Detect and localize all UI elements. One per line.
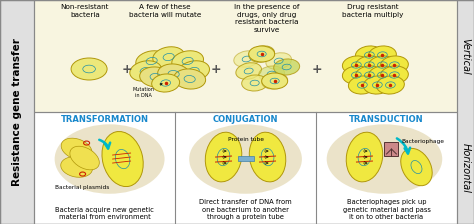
Ellipse shape [61, 138, 92, 160]
Ellipse shape [356, 56, 383, 74]
Ellipse shape [158, 64, 190, 84]
Ellipse shape [368, 46, 396, 64]
Ellipse shape [249, 132, 286, 182]
Ellipse shape [205, 132, 242, 182]
Ellipse shape [242, 75, 268, 91]
Text: +: + [122, 62, 132, 75]
Ellipse shape [172, 51, 203, 71]
Ellipse shape [249, 46, 274, 62]
Ellipse shape [381, 66, 408, 84]
Ellipse shape [401, 148, 432, 186]
Bar [0, 0, 34, 224]
Bar [34, 112, 457, 224]
Text: TRANSFORMATION: TRANSFORMATION [61, 115, 148, 124]
Ellipse shape [55, 124, 164, 194]
Text: Direct transfer of DNA from
one bacterium to another
through a protein tube: Direct transfer of DNA from one bacteriu… [199, 199, 292, 220]
Ellipse shape [153, 47, 184, 67]
Text: +: + [210, 62, 221, 75]
Ellipse shape [327, 124, 442, 194]
Ellipse shape [376, 76, 404, 94]
Ellipse shape [178, 61, 210, 81]
Bar [34, 0, 457, 112]
Ellipse shape [173, 69, 206, 89]
Ellipse shape [249, 46, 274, 62]
Ellipse shape [356, 66, 383, 84]
Ellipse shape [356, 46, 383, 64]
Ellipse shape [348, 76, 376, 94]
Bar [457, 0, 474, 224]
Ellipse shape [136, 51, 167, 71]
Ellipse shape [266, 53, 292, 69]
Text: Protein tube: Protein tube [228, 137, 264, 142]
Ellipse shape [262, 73, 288, 89]
Ellipse shape [61, 157, 92, 177]
Text: Mutation
in DNA: Mutation in DNA [133, 83, 162, 98]
Text: TRANSDUCTION: TRANSDUCTION [349, 115, 424, 124]
Ellipse shape [102, 131, 143, 187]
Ellipse shape [236, 63, 262, 79]
Ellipse shape [381, 56, 408, 74]
Text: Bacteria acquire new genetic
material from environment: Bacteria acquire new genetic material fr… [55, 207, 154, 220]
Text: A few of these
bacteria will mutate: A few of these bacteria will mutate [129, 4, 201, 17]
Ellipse shape [368, 66, 396, 84]
Text: CONJUGATION: CONJUGATION [213, 115, 278, 124]
Ellipse shape [140, 67, 172, 87]
Text: Non-resistant
bacteria: Non-resistant bacteria [61, 4, 109, 17]
Text: +: + [312, 62, 323, 75]
Ellipse shape [259, 66, 285, 82]
Text: Bacteriophages pick up
genetic material and pass
it on to other bacteria: Bacteriophages pick up genetic material … [343, 199, 430, 220]
Text: Horizontal: Horizontal [460, 143, 471, 193]
Text: Bacteriophage: Bacteriophage [401, 138, 445, 144]
Ellipse shape [130, 61, 162, 81]
Ellipse shape [234, 51, 260, 67]
Ellipse shape [342, 56, 370, 74]
Text: Drug resistant
bacteria multiply: Drug resistant bacteria multiply [342, 4, 403, 17]
Ellipse shape [70, 146, 100, 170]
Ellipse shape [342, 66, 370, 84]
Text: Bacterial plasmids: Bacterial plasmids [55, 185, 110, 190]
Text: Resistance gene transfer: Resistance gene transfer [12, 38, 22, 186]
Ellipse shape [152, 74, 180, 92]
Ellipse shape [262, 73, 288, 89]
FancyBboxPatch shape [384, 142, 399, 156]
Ellipse shape [364, 76, 392, 94]
Ellipse shape [346, 132, 383, 182]
Ellipse shape [189, 124, 302, 194]
Bar [0, 0, 34, 224]
Text: Vertical: Vertical [460, 38, 471, 74]
Bar [34, 0, 457, 112]
Bar [457, 0, 474, 224]
Ellipse shape [368, 56, 396, 74]
Text: In the presence of
drugs, only drug
resistant bacteria
survive: In the presence of drugs, only drug resi… [234, 4, 300, 32]
Ellipse shape [71, 58, 107, 80]
Bar [237, 156, 254, 161]
Ellipse shape [273, 59, 300, 75]
Bar [34, 112, 457, 224]
